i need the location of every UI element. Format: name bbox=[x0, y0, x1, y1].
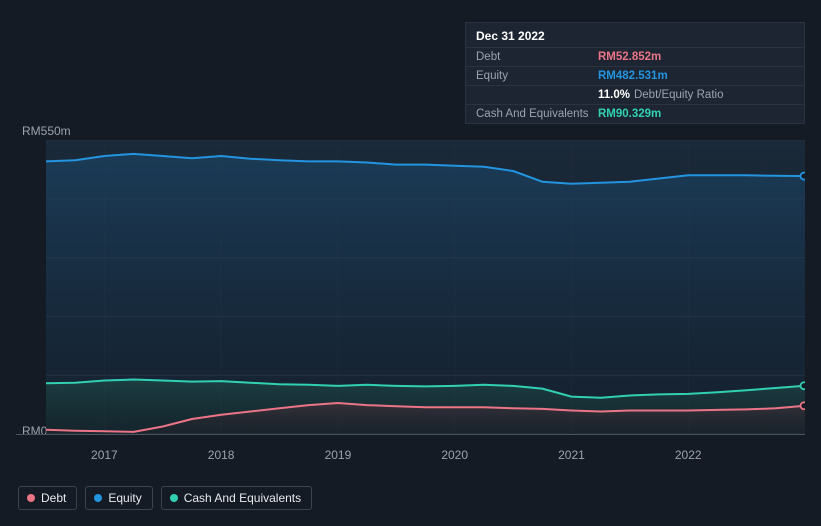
legend-label: Cash And Equivalents bbox=[184, 491, 301, 505]
legend-item-debt[interactable]: Debt bbox=[18, 486, 77, 510]
legend-dot-icon bbox=[94, 494, 102, 502]
legend-dot-icon bbox=[170, 494, 178, 502]
tooltip-value: RM90.329m bbox=[598, 108, 661, 120]
tooltip-value: RM482.531m bbox=[598, 70, 668, 82]
legend: Debt Equity Cash And Equivalents bbox=[18, 486, 312, 510]
x-tick: 2020 bbox=[441, 448, 468, 462]
tooltip-row: DebtRM52.852m bbox=[466, 47, 804, 66]
y-axis-top-label: RM550m bbox=[22, 124, 71, 138]
tooltip-row: Cash And EquivalentsRM90.329m bbox=[466, 104, 804, 123]
tooltip-label: Equity bbox=[476, 70, 598, 82]
x-tick: 2018 bbox=[208, 448, 235, 462]
tooltip-value: RM52.852m bbox=[598, 51, 661, 63]
tooltip-label: Debt bbox=[476, 51, 598, 63]
chart-tooltip: Dec 31 2022 DebtRM52.852mEquityRM482.531… bbox=[465, 22, 805, 124]
x-tick: 2021 bbox=[558, 448, 585, 462]
tooltip-row: EquityRM482.531m bbox=[466, 66, 804, 85]
tooltip-rows: DebtRM52.852mEquityRM482.531m11.0%Debt/E… bbox=[466, 47, 804, 123]
legend-item-cash-and-equivalents[interactable]: Cash And Equivalents bbox=[161, 486, 312, 510]
x-axis-ticks: 2017 2018 2019 2020 2021 2022 bbox=[16, 448, 805, 464]
x-tick: 2017 bbox=[91, 448, 118, 462]
x-tick: 2019 bbox=[325, 448, 352, 462]
tooltip-label bbox=[476, 89, 598, 101]
tooltip-row: 11.0%Debt/Equity Ratio bbox=[466, 85, 804, 104]
tooltip-extra: Debt/Equity Ratio bbox=[634, 89, 724, 101]
legend-item-equity[interactable]: Equity bbox=[85, 486, 152, 510]
tooltip-value: 11.0%Debt/Equity Ratio bbox=[598, 89, 723, 101]
chart-svg bbox=[16, 140, 805, 439]
tooltip-label: Cash And Equivalents bbox=[476, 108, 598, 120]
legend-dot-icon bbox=[27, 494, 35, 502]
x-tick: 2022 bbox=[675, 448, 702, 462]
tooltip-date: Dec 31 2022 bbox=[466, 23, 804, 47]
legend-label: Debt bbox=[41, 491, 66, 505]
legend-label: Equity bbox=[108, 491, 141, 505]
